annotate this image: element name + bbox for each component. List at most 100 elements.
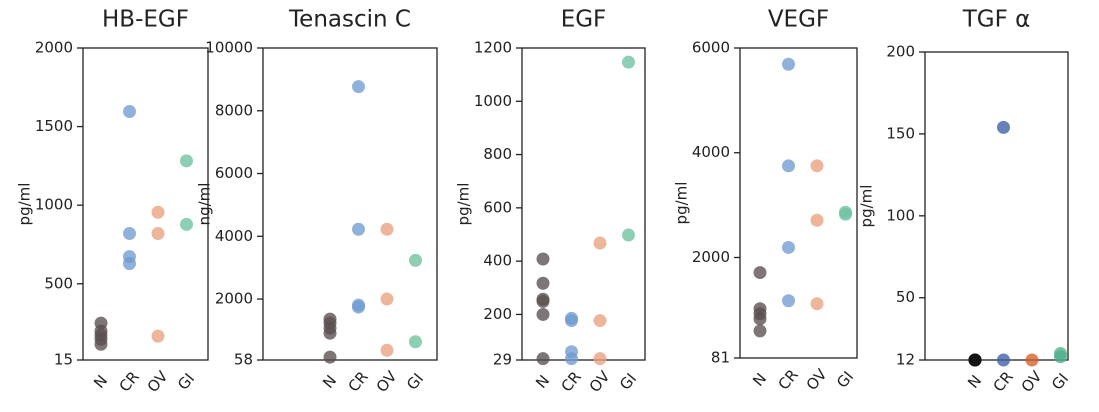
y-tick-label: 600	[483, 198, 512, 216]
data-point	[839, 207, 852, 221]
x-tick-label: OV	[373, 367, 401, 396]
data-point	[94, 337, 108, 351]
x-tick-label: N	[319, 372, 340, 392]
x-tick-label: GI	[174, 370, 198, 394]
x-tick-label: CR	[775, 366, 802, 394]
y-axis-label: pg/ml	[16, 183, 34, 226]
data-point	[782, 294, 795, 308]
y-tick-label: 6000	[215, 164, 253, 182]
y-tick-label: 4000	[692, 143, 730, 161]
y-tick-label: 1000	[474, 92, 512, 110]
x-tick-label: CR	[558, 368, 585, 396]
data-point	[151, 329, 165, 343]
data-point	[565, 352, 578, 366]
y-tick-label: 200	[483, 305, 512, 323]
data-point	[536, 252, 550, 266]
plot-frame	[739, 47, 858, 359]
data-point	[380, 222, 394, 236]
data-point	[593, 236, 607, 250]
chart-title: VEGF	[768, 7, 829, 33]
x-tick-label: OV	[586, 367, 614, 396]
y-tick-label: 10000	[205, 39, 253, 57]
chart-title: EGF	[561, 7, 607, 33]
y-tick-label: 58	[234, 351, 253, 369]
x-tick-label: OV	[803, 365, 831, 394]
data-point	[151, 226, 165, 240]
data-point	[593, 352, 607, 366]
y-tick-label: 400	[483, 252, 512, 270]
data-point	[622, 228, 635, 242]
x-tick-label: GI	[616, 370, 640, 394]
data-point	[352, 222, 365, 236]
x-tick-label: N	[749, 370, 770, 390]
data-point	[536, 276, 550, 290]
x-tick-label: OV	[1018, 367, 1046, 396]
x-tick-label: GI	[833, 368, 857, 392]
plot-frame	[82, 47, 209, 361]
chart-title: TGF α	[962, 7, 1031, 33]
plot-frame	[521, 47, 646, 361]
y-tick-label: 150	[886, 124, 915, 142]
data-point	[536, 294, 550, 308]
y-tick-label: 2000	[35, 39, 73, 57]
y-tick-label: 12	[896, 351, 915, 369]
y-tick-label: 800	[483, 145, 512, 163]
data-point	[180, 217, 193, 231]
data-point	[593, 314, 607, 328]
data-point	[782, 57, 795, 71]
data-point	[565, 314, 578, 328]
x-tick-label: GI	[403, 370, 427, 394]
y-tick-label: 29	[493, 351, 512, 369]
chart-title: Tenascin C	[288, 7, 411, 33]
y-axis-label: pg/ml	[858, 185, 876, 228]
y-axis-label: pg/ml	[455, 183, 473, 226]
data-point	[753, 266, 767, 280]
y-tick-label: 1000	[35, 196, 73, 214]
data-point	[380, 292, 394, 306]
x-tick-label: N	[90, 372, 111, 392]
x-tick-label: GI	[1048, 370, 1072, 394]
data-point	[123, 226, 136, 240]
x-tick-label: CR	[990, 368, 1017, 396]
y-tick-label: 6000	[692, 39, 730, 57]
data-point	[782, 159, 795, 173]
x-tick-label: N	[964, 372, 985, 392]
data-point	[352, 80, 365, 94]
y-axis-label: pg/ml	[673, 182, 691, 225]
plot-frame	[924, 51, 1069, 361]
data-point	[997, 353, 1010, 367]
data-point	[810, 159, 824, 173]
chart-title: HB-EGF	[102, 7, 189, 33]
x-tick-label: CR	[116, 368, 143, 396]
data-point	[380, 343, 394, 357]
data-point	[323, 350, 337, 364]
y-tick-label: 2000	[692, 248, 730, 266]
data-point	[968, 353, 982, 367]
y-tick-label: 2000	[215, 290, 253, 308]
y-tick-label: 1200	[474, 39, 512, 57]
y-tick-label: 1500	[35, 117, 73, 135]
data-point	[536, 307, 550, 321]
y-tick-label: 81	[711, 349, 730, 367]
data-point	[352, 300, 365, 314]
y-tick-label: 200	[886, 43, 915, 61]
data-point	[536, 352, 550, 366]
data-point	[622, 55, 635, 69]
y-tick-label: 500	[44, 274, 73, 292]
data-point	[1025, 353, 1039, 367]
x-tick-label: OV	[144, 367, 172, 396]
data-point	[409, 335, 422, 349]
plot-frame	[262, 47, 438, 361]
data-point	[753, 312, 767, 326]
data-point	[123, 105, 136, 119]
y-axis-label: ng/ml	[196, 183, 214, 226]
data-point	[810, 213, 824, 227]
data-point	[180, 154, 193, 168]
data-point	[151, 205, 165, 219]
data-point	[753, 324, 767, 338]
data-point	[782, 240, 795, 254]
data-point	[810, 297, 824, 311]
x-tick-label: N	[532, 372, 553, 392]
